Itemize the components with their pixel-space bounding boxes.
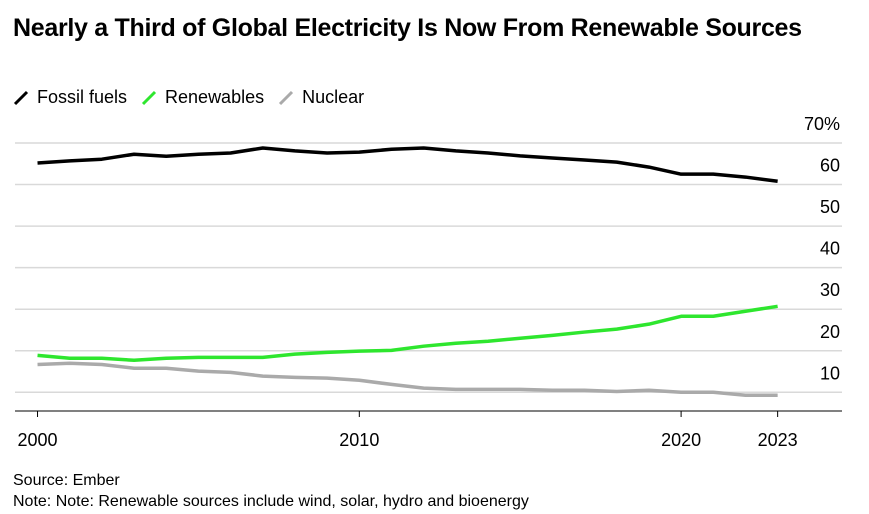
footer: Source: Ember Note: Note: Renewable sour… [13,470,529,512]
y-tick-label: 50 [820,197,840,217]
series-line [37,304,778,363]
x-tick-label: 2023 [758,430,798,450]
legend-icon [279,90,294,105]
note: Note: Note: Renewable sources include wi… [13,493,529,510]
y-tick-label: 30 [820,280,840,300]
chart-title: Nearly a Third of Global Electricity Is … [13,14,802,42]
legend-icon [13,90,29,105]
x-tick-label: 2010 [339,430,379,450]
legend-swatch [279,90,294,105]
legend-item: Fossil fuels [13,87,127,108]
legend-item: Renewables [141,87,264,108]
x-tick-label: 2020 [661,430,701,450]
legend-label: Renewables [165,87,265,107]
x-tick-label: 2000 [18,430,58,450]
y-tick-label: 70% [804,114,840,134]
legend-item: Nuclear [278,87,364,108]
legend: Fossil fuels Renewables Nuclear [13,87,364,108]
legend-label: Nuclear [302,87,365,107]
y-tick-label: 40 [820,239,840,259]
legend-icon [141,90,157,105]
y-tick-label: 10 [820,363,840,383]
series-line [37,361,778,397]
series-line [37,146,778,183]
y-tick-label: 60 [820,156,840,176]
legend-label: Fossil fuels [37,87,128,107]
source: Source: Ember [13,472,120,489]
y-tick-label: 20 [820,322,840,342]
legend-swatch [141,90,157,105]
chart: 10 20 30 40 50 60 70% 2000 2010 2020 2023 [15,114,842,450]
legend-swatch [13,90,29,105]
